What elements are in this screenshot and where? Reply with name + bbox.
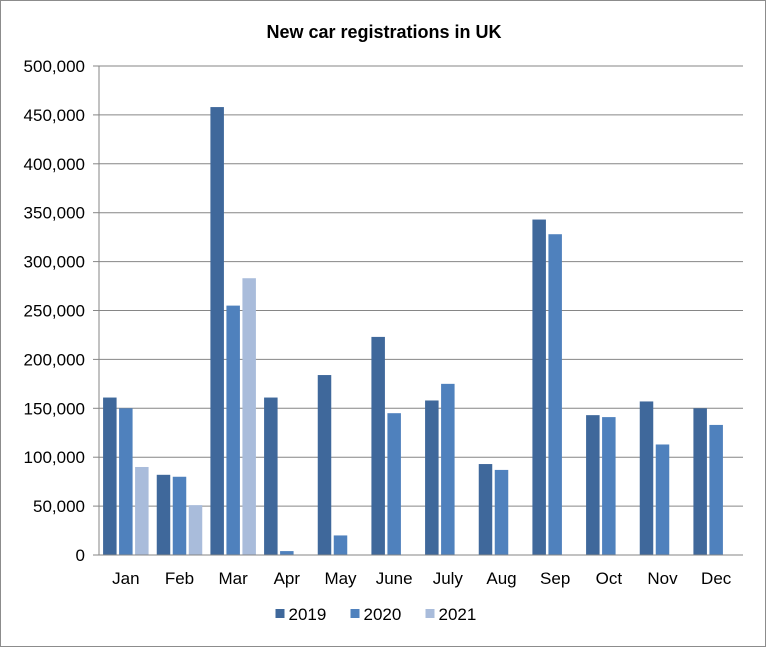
x-tick-label: June [376,569,413,588]
bar-2020-dec [709,424,723,555]
bar-2019-feb [156,474,171,555]
x-tick-label: Sep [540,569,570,588]
x-tick-label: Jan [112,569,139,588]
y-tick-label: 150,000 [24,399,85,418]
bar-2019-may [317,375,332,555]
x-tick-label: Dec [701,569,732,588]
x-tick-label: Nov [647,569,678,588]
bar-2020-apr [280,551,294,555]
bar-2020-may [333,535,348,555]
bar-2019-july [425,400,439,555]
bar-2020-aug [494,469,509,555]
bar-2020-june [387,413,401,555]
y-tick-label: 50,000 [33,497,85,516]
y-tick-label: 500,000 [24,57,85,76]
legend-label-2019: 2019 [289,605,327,624]
legend-label-2021: 2021 [439,605,477,624]
bar-2019-sep [532,219,546,555]
bar-2020-july [441,383,455,555]
x-tick-label: May [324,569,357,588]
bar-2019-dec [693,408,707,555]
y-tick-label: 0 [76,546,85,565]
y-tick-label: 100,000 [24,448,85,467]
axes [98,66,743,556]
y-tick-label: 400,000 [24,155,85,174]
legend-swatch-2021 [425,609,435,618]
y-axis-ticks: 0 50,000 100,000 150,000 200,000 250,000 300,0… [24,57,99,565]
bar-2021-mar [242,278,256,555]
bars [103,107,723,556]
chart-title: New car registrations in UK [266,22,501,42]
bar-2019-oct [586,415,600,555]
bar-2021-jan [135,466,149,555]
bar-2020-mar [226,305,240,555]
x-tick-label: Mar [219,569,249,588]
bar-2019-aug [478,464,493,555]
x-tick-label: July [433,569,464,588]
bar-2020-nov [655,444,670,555]
bar-2019-mar [210,107,224,556]
y-tick-label: 350,000 [24,204,85,223]
bar-2019-nov [639,401,654,555]
x-tick-label: Apr [274,569,301,588]
bar-2019-june [371,336,385,555]
bar-2020-feb [172,476,187,555]
x-tick-label: Feb [165,569,194,588]
legend-label-2020: 2020 [364,605,402,624]
bar-2021-feb [188,505,203,555]
legend: 2019 2020 2021 [275,605,477,624]
legend-swatch-2019 [275,609,285,618]
y-tick-label: 450,000 [24,106,85,125]
bar-2020-jan [119,408,133,555]
bar-2019-apr [264,397,278,555]
bar-2020-sep [548,234,562,555]
legend-swatch-2020 [350,609,360,618]
bar-2019-jan [103,397,117,555]
x-tick-label: Oct [596,569,623,588]
x-axis-ticks: Jan Feb Mar Apr May June July Aug Sep Oct Nov Dec [112,569,732,588]
gridlines [99,65,743,507]
x-tick-label: Aug [486,569,516,588]
y-tick-label: 250,000 [24,302,85,321]
bar-2020-oct [602,417,616,555]
y-tick-label: 200,000 [24,350,85,369]
y-tick-label: 300,000 [24,253,85,272]
